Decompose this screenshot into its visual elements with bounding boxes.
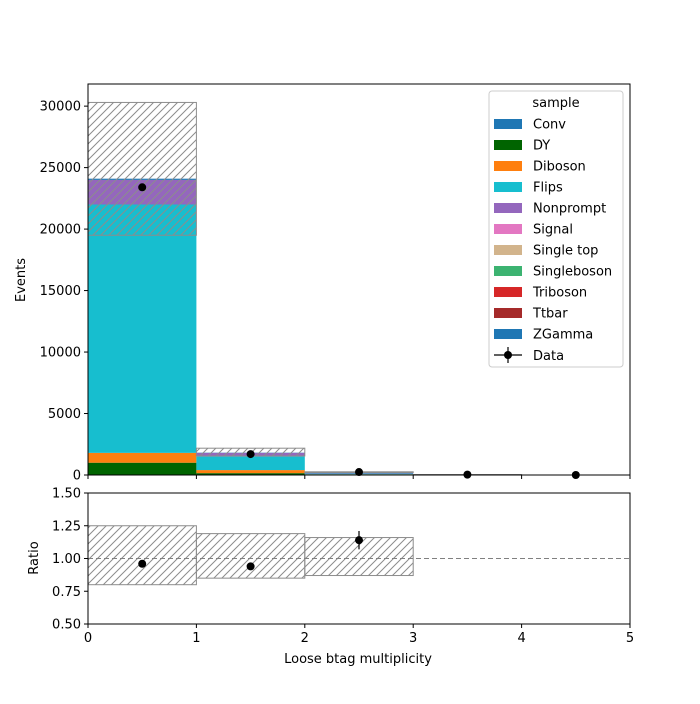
legend-swatch-ttbar	[494, 308, 522, 318]
x-axis-label: Loose btag multiplicity	[284, 652, 432, 667]
x-tick-label: 3	[409, 631, 417, 646]
legend-label: DY	[533, 139, 550, 154]
legend-label: Flips	[533, 181, 563, 196]
x-tick-label: 0	[84, 631, 92, 646]
y-tick-label: 25000	[40, 161, 81, 176]
legend-swatch-diboson	[494, 161, 522, 171]
bar-flips-bin-1	[196, 457, 304, 471]
y-tick-label: 30000	[40, 100, 81, 115]
ratio-y-tick-label: 0.50	[52, 618, 81, 633]
legend-data-marker	[504, 351, 512, 359]
legend-swatch-conv	[494, 119, 522, 129]
y-tick-label: 20000	[40, 223, 81, 238]
legend-label: Triboson	[532, 286, 587, 301]
data-point-0	[138, 183, 146, 191]
ratio-y-axis-label: Ratio	[27, 541, 42, 574]
legend-label: Nonprompt	[533, 202, 606, 217]
legend-swatch-nonprompt	[494, 203, 522, 213]
ratio-band-bin-0	[88, 526, 196, 585]
ratio-y-tick-label: 1.00	[52, 552, 81, 567]
legend-swatch-flips	[494, 182, 522, 192]
legend-swatch-dy	[494, 140, 522, 150]
legend-label: Conv	[533, 118, 566, 133]
legend-label: Signal	[533, 223, 573, 238]
ratio-y-tick-label: 1.50	[52, 487, 81, 502]
y-tick-label: 5000	[48, 407, 81, 422]
ratio-point-1	[247, 562, 255, 570]
legend-label: Single top	[533, 244, 598, 259]
legend-label: Diboson	[533, 160, 586, 175]
ratio-y-tick-label: 0.75	[52, 585, 81, 600]
bar-dy-bin-0	[88, 463, 196, 475]
legend-swatch-zgamma	[494, 329, 522, 339]
ratio-point-0	[138, 560, 146, 568]
legend-swatch-triboson	[494, 287, 522, 297]
ratio-plot: 0.50 0.75 1.00 1.25 1.50 0 1 2 3 4 5	[52, 487, 634, 647]
ratio-point-2	[355, 536, 363, 544]
ratio-y-tick-label: 1.25	[52, 519, 81, 534]
legend-swatch-signal	[494, 224, 522, 234]
legend-label: Ttbar	[532, 307, 568, 322]
legend: sample Conv DY Diboson Flips Nonprompt Signal S…	[489, 91, 623, 367]
x-tick-label: 1	[192, 631, 200, 646]
x-tick-label: 2	[301, 631, 309, 646]
y-tick-label: 15000	[40, 284, 81, 299]
y-axis-label: Events	[14, 258, 29, 302]
legend-label: ZGamma	[533, 328, 593, 343]
bar-diboson-bin-1	[196, 470, 304, 473]
legend-title: sample	[532, 96, 579, 111]
legend-swatch-singleboson	[494, 266, 522, 276]
x-tick-label: 5	[626, 631, 634, 646]
x-tick-label: 4	[517, 631, 525, 646]
legend-label: Singleboson	[533, 265, 612, 280]
ratio-band-bin-1	[196, 534, 304, 579]
legend-swatch-single-top	[494, 245, 522, 255]
bar-diboson-bin-0	[88, 453, 196, 463]
data-point-1	[247, 450, 255, 458]
uncertainty-band-bin-0	[88, 102, 196, 235]
legend-label: Data	[533, 349, 564, 364]
y-tick-label: 0	[73, 469, 81, 484]
y-tick-label: 10000	[40, 346, 81, 361]
bar-flips-bin-0	[88, 204, 196, 452]
